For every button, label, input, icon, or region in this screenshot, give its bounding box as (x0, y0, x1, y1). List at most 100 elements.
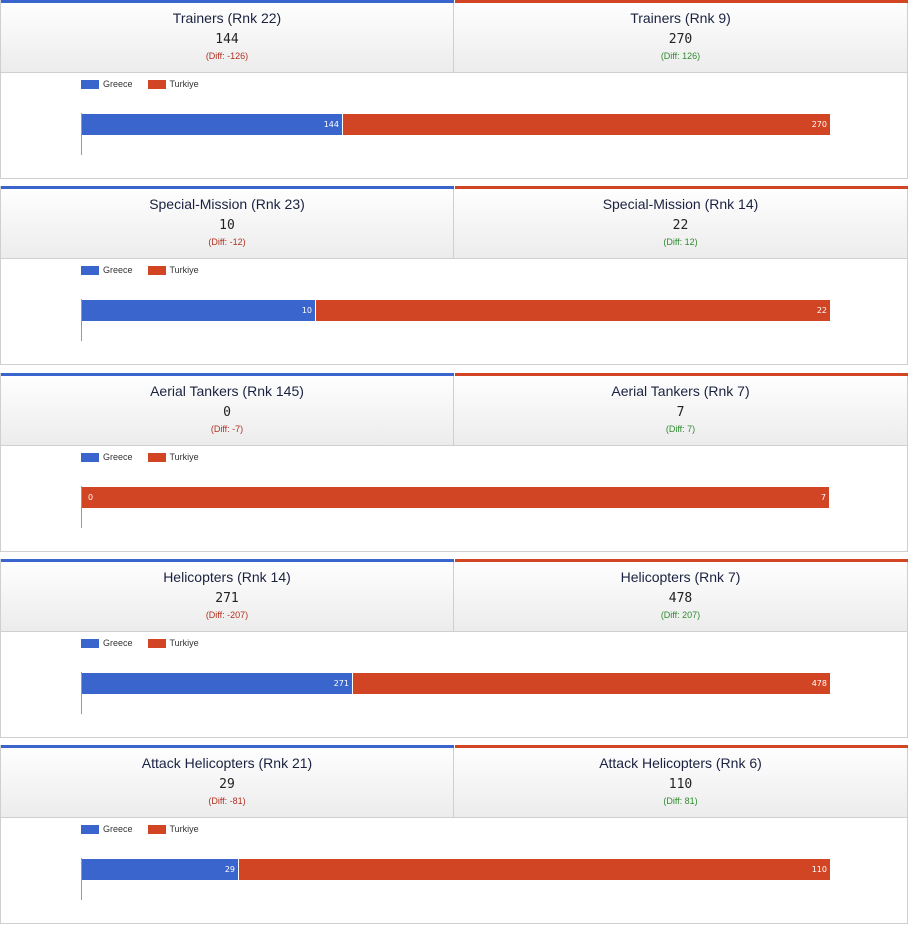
legend-swatch-greece (81, 638, 99, 648)
turkiye-stat: Aerial Tankers (Rnk 7) 7 (Diff: 7) (454, 376, 907, 445)
legend-swatch-turkiye (147, 638, 166, 648)
greece-stripe (1, 745, 454, 748)
chart-legend: Greece Turkiye (81, 452, 214, 462)
chart-axis (81, 299, 82, 341)
greece-stat: Attack Helicopters (Rnk 21) 29 (Diff: -8… (1, 748, 454, 817)
greece-title: Aerial Tankers (Rnk 145) (150, 383, 304, 399)
greece-stripe (1, 186, 454, 189)
legend-item-greece[interactable]: Greece (81, 824, 133, 834)
legend-label-turkiye: Turkiye (169, 638, 199, 648)
bar-label-greece: 144 (323, 120, 339, 129)
bar-turkiye[interactable]: 478 (352, 673, 830, 694)
legend-swatch-turkiye (147, 79, 166, 89)
legend-item-turkiye[interactable]: Turkiye (147, 79, 199, 89)
legend-swatch-greece (81, 824, 99, 834)
greece-value: 29 (219, 777, 235, 792)
legend-swatch-turkiye (147, 824, 166, 834)
legend-swatch-greece (81, 79, 99, 89)
bar-greece[interactable]: 144 (82, 114, 342, 135)
turkiye-title: Helicopters (Rnk 7) (620, 569, 741, 585)
chart-legend: Greece Turkiye (81, 79, 214, 89)
legend-label-greece: Greece (103, 824, 133, 834)
greece-diff: (Diff: -207) (205, 610, 249, 620)
bar-chart: Greece Turkiye 144 270 (0, 73, 908, 179)
bar-chart: Greece Turkiye 29 110 (0, 818, 908, 924)
turkiye-stripe (455, 373, 908, 376)
legend-item-turkiye[interactable]: Turkiye (147, 452, 199, 462)
bar-turkiye[interactable]: 22 (315, 300, 830, 321)
bar-label-turkiye: 110 (811, 865, 827, 874)
greece-value: 10 (219, 218, 235, 233)
greece-title: Special-Mission (Rnk 23) (149, 196, 305, 212)
chart-axis (81, 672, 82, 714)
turkiye-value: 7 (676, 405, 685, 420)
legend-swatch-turkiye (147, 265, 166, 275)
greece-diff: (Diff: -81) (208, 796, 246, 806)
comparison-panel: Special-Mission (Rnk 23) 10 (Diff: -12) … (0, 186, 908, 366)
bar-greece[interactable]: 10 (82, 300, 315, 321)
bar-turkiye[interactable]: 7 (82, 487, 829, 508)
bar-chart: Greece Turkiye 0 7 (0, 446, 908, 552)
legend-label-turkiye: Turkiye (169, 265, 199, 275)
chart-legend: Greece Turkiye (81, 824, 214, 834)
panel-header: Helicopters (Rnk 14) 271 (Diff: -207) He… (0, 559, 908, 632)
turkiye-value: 478 (668, 591, 693, 606)
bar-label-turkiye: 7 (820, 493, 826, 502)
legend-label-greece: Greece (103, 638, 133, 648)
comparison-panel: Helicopters (Rnk 14) 271 (Diff: -207) He… (0, 559, 908, 739)
turkiye-stripe (455, 186, 908, 189)
turkiye-stat: Attack Helicopters (Rnk 6) 110 (Diff: 81… (454, 748, 907, 817)
legend-item-greece[interactable]: Greece (81, 638, 133, 648)
panel-header: Special-Mission (Rnk 23) 10 (Diff: -12) … (0, 186, 908, 259)
greece-diff: (Diff: -126) (205, 51, 249, 61)
legend-swatch-greece (81, 265, 99, 275)
turkiye-title: Trainers (Rnk 9) (630, 10, 731, 26)
legend-item-greece[interactable]: Greece (81, 79, 133, 89)
turkiye-stat: Helicopters (Rnk 7) 478 (Diff: 207) (454, 562, 907, 631)
greece-value: 271 (215, 591, 239, 606)
turkiye-stripe (455, 0, 908, 3)
turkiye-title: Attack Helicopters (Rnk 6) (599, 755, 762, 771)
bar-label-greece: 29 (224, 865, 235, 874)
turkiye-diff: (Diff: 81) (663, 796, 698, 806)
legend-label-turkiye: Turkiye (169, 79, 199, 89)
turkiye-stripe (455, 745, 908, 748)
chart-axis (81, 113, 82, 155)
chart-legend: Greece Turkiye (81, 638, 214, 648)
turkiye-diff: (Diff: 126) (660, 51, 701, 61)
legend-label-turkiye: Turkiye (169, 452, 199, 462)
greece-stripe (1, 373, 454, 376)
bar-label-greece: 10 (301, 306, 312, 315)
greece-value: 144 (215, 32, 239, 47)
turkiye-title: Aerial Tankers (Rnk 7) (611, 383, 750, 399)
legend-item-turkiye[interactable]: Turkiye (147, 824, 199, 834)
legend-item-turkiye[interactable]: Turkiye (147, 638, 199, 648)
bar-label-greece: 271 (333, 679, 349, 688)
bar-label-greece: 0 (88, 493, 94, 502)
legend-item-greece[interactable]: Greece (81, 452, 133, 462)
greece-stat: Special-Mission (Rnk 23) 10 (Diff: -12) (1, 189, 454, 258)
legend-item-greece[interactable]: Greece (81, 265, 133, 275)
bar-greece[interactable]: 29 (82, 859, 238, 880)
turkiye-diff: (Diff: 12) (663, 237, 698, 247)
greece-stat: Helicopters (Rnk 14) 271 (Diff: -207) (1, 562, 454, 631)
turkiye-title: Special-Mission (Rnk 14) (602, 196, 759, 212)
bar-greece[interactable]: 271 (82, 673, 352, 694)
bar-chart: Greece Turkiye 10 22 (0, 259, 908, 365)
turkiye-diff: (Diff: 207) (660, 610, 701, 620)
legend-label-greece: Greece (103, 265, 133, 275)
turkiye-value: 110 (668, 777, 693, 792)
bar-label-turkiye: 270 (811, 120, 827, 129)
bar-turkiye[interactable]: 270 (342, 114, 830, 135)
legend-label-greece: Greece (103, 79, 133, 89)
greece-stripe (1, 0, 454, 3)
panel-header: Attack Helicopters (Rnk 21) 29 (Diff: -8… (0, 745, 908, 818)
turkiye-stripe (455, 559, 908, 562)
panel-header: Trainers (Rnk 22) 144 (Diff: -126) Train… (0, 0, 908, 73)
bar-turkiye[interactable]: 110 (238, 859, 830, 880)
legend-swatch-greece (81, 452, 99, 462)
legend-item-turkiye[interactable]: Turkiye (147, 265, 199, 275)
bar-label-turkiye: 478 (811, 679, 827, 688)
greece-diff: (Diff: -12) (208, 237, 246, 247)
greece-stat: Trainers (Rnk 22) 144 (Diff: -126) (1, 3, 454, 72)
